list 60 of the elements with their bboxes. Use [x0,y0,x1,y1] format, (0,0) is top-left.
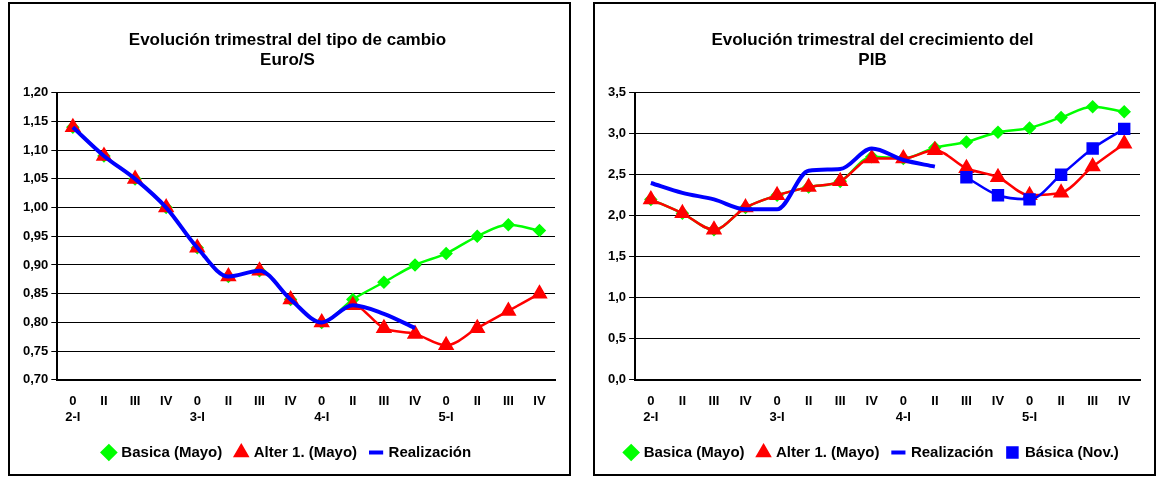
legend-label: Realización [910,442,994,460]
legend-label: Basica (Mayo) [643,442,745,460]
x-tick-label: IV [284,393,298,409]
legend-label: Basica (Mayo) [121,442,223,460]
x-tick-label: II [678,393,687,409]
x-tick-label: IV [865,393,879,409]
y-tick-label: 0,70 [22,371,49,387]
x-tick-label: III [254,393,265,409]
y-tick-label: 1,20 [22,84,49,100]
x-tick-label: III [502,393,514,409]
x-tick-label: 0 5-I [1021,393,1038,424]
x-tick-label: III [708,393,720,409]
y-tick-label: 1,10 [22,141,49,157]
y-tick-label: 1,5 [607,248,627,264]
x-tick-label: II [805,393,813,409]
y-tick-label: 0,85 [22,285,49,301]
x-tick-label: II [100,393,108,409]
x-tick-label: II [224,393,232,409]
x-tick-label: III [378,393,390,409]
y-tick-label: 3,0 [607,125,627,141]
y-tick-label: 2,0 [607,207,627,223]
x-tick-label: III [129,393,141,409]
x-tick-label: II [1057,393,1065,409]
x-tick-label: IV [1118,393,1131,409]
x-tick-label: 0 2-I [65,393,81,424]
chart-title: Evolución trimestral del crecimiento del PIB [711,29,1034,70]
y-tick-label: 1,05 [22,170,49,186]
x-tick-label: IV [160,393,173,409]
y-tick-label: 0,90 [22,256,49,272]
x-tick-label: 0 3-I [769,393,785,424]
x-tick-label: III [961,393,972,409]
y-tick-label: 1,0 [607,289,627,305]
y-tick-label: 1,00 [22,199,49,215]
legend-label: Realización [388,442,472,460]
x-tick-label: IV [991,393,1005,409]
y-tick-label: 0,95 [22,227,49,243]
x-tick-label: III [834,393,846,409]
legend-label: Alter 1. (Mayo) [776,442,880,460]
y-tick-label: 2,5 [607,166,627,182]
y-tick-label: 0,5 [607,330,627,346]
x-tick-label: III [1087,393,1099,409]
legend-label: Básica (Nov.) [1024,442,1119,460]
x-tick-label: IV [408,393,422,409]
y-tick-label: 1,15 [22,113,49,129]
y-tick-label: 0,80 [22,313,49,329]
x-tick-label: 0 4-I [314,393,330,424]
x-tick-label: 0 5-I [438,393,454,424]
x-tick-label: IV [533,393,546,409]
x-tick-label: II [931,393,939,409]
x-tick-label: II [349,393,357,409]
legend-label: Alter 1. (Mayo) [253,442,358,460]
chart-title: Evolución trimestral del tipo de cambio Euro/S [128,29,447,70]
y-tick-label: 0,0 [607,371,627,387]
x-tick-label: II [473,393,481,409]
x-tick-label: 0 4-I [895,393,911,424]
x-tick-label: IV [739,393,752,409]
x-tick-label: 0 3-I [189,393,205,424]
x-tick-label: 0 2-I [643,393,659,424]
y-tick-label: 0,75 [22,342,49,358]
y-tick-label: 3,5 [607,84,627,100]
